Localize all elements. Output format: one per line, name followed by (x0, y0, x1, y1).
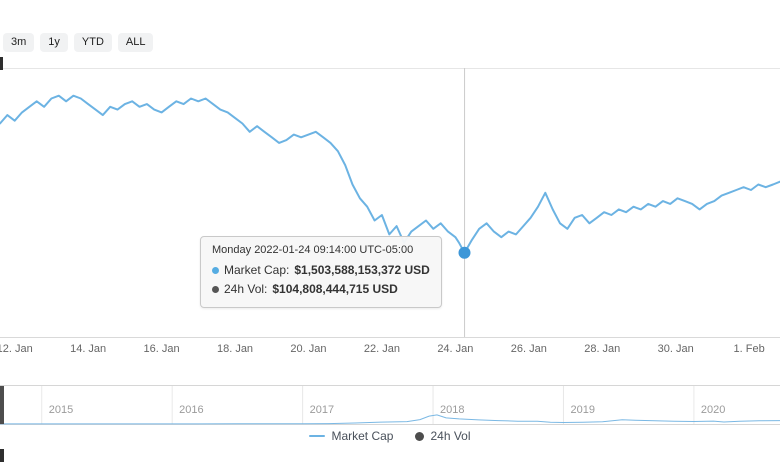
x-axis-label: 1. Feb (733, 343, 765, 355)
x-axis-label: 24. Jan (437, 343, 474, 355)
x-axis-label: 30. Jan (657, 343, 694, 355)
range-button-1y[interactable]: 1y (40, 33, 68, 52)
range-button-3m[interactable]: 3m (3, 33, 35, 52)
market-cap-series-line[interactable] (0, 94, 780, 254)
navigator-year-label: 2015 (48, 404, 74, 416)
tooltip-market-cap-row: Market Cap: $1,503,588,153,372 USD (212, 261, 430, 280)
tooltip-vol-value: $104,808,444,715 USD (272, 282, 398, 296)
x-axis-label: 16. Jan (143, 343, 180, 355)
range-selector: 3m 1y YTD ALL (3, 33, 154, 52)
x-axis: 12. Jan 14. Jan 16. Jan 18. Jan 20. Jan … (0, 343, 780, 357)
chart-tooltip: Monday 2022-01-24 09:14:00 UTC-05:00 Mar… (200, 236, 442, 308)
tooltip-market-cap-value: $1,503,588,153,372 USD (294, 263, 430, 277)
navigator-series-line[interactable] (0, 414, 780, 425)
tooltip-vol-row: 24h Vol: $104,808,444,715 USD (212, 280, 430, 299)
x-axis-label: 20. Jan (290, 343, 327, 355)
tooltip-vol-label: 24h Vol: (224, 282, 268, 296)
vol-dot-icon (212, 286, 219, 293)
market-cap-dot-icon (212, 267, 219, 274)
cropped-axis-label-fragment (0, 57, 3, 70)
tooltip-market-cap-label: Market Cap: (224, 263, 290, 277)
x-axis-label: 26. Jan (510, 343, 547, 355)
navigator-year-label: 2018 (440, 404, 465, 416)
navigator-year-labels: 2015 2016 2017 2018 2019 2020 (0, 404, 780, 417)
x-axis-label: 14. Jan (70, 343, 107, 355)
navigator-year-label: 2020 (700, 404, 726, 416)
x-axis-label: 28. Jan (584, 343, 621, 355)
line-marker-icon (309, 435, 326, 437)
x-axis-label: 12. Jan (0, 343, 33, 355)
legend: Market Cap 24h Vol (0, 429, 780, 443)
navigator-year-label: 2019 (570, 404, 595, 416)
dot-marker-icon (415, 431, 425, 441)
cropped-ui-fragment (0, 449, 4, 462)
range-button-all[interactable]: ALL (117, 33, 154, 52)
navigator-year-label: 2017 (309, 404, 335, 416)
range-button-ytd[interactable]: YTD (73, 33, 112, 52)
legend-label-market-cap: Market Cap (331, 429, 394, 443)
legend-item-24h-vol[interactable]: 24h Vol (415, 429, 471, 443)
legend-label-24h-vol: 24h Vol (430, 429, 471, 443)
hovered-point-marker[interactable] (458, 246, 471, 259)
x-axis-label: 22. Jan (363, 343, 400, 355)
navigator-year-label: 2016 (179, 404, 204, 416)
legend-item-market-cap[interactable]: Market Cap (309, 429, 393, 443)
navigator-handle[interactable] (0, 386, 4, 424)
tooltip-timestamp: Monday 2022-01-24 09:14:00 UTC-05:00 (212, 244, 414, 256)
x-axis-label: 18. Jan (216, 343, 254, 355)
